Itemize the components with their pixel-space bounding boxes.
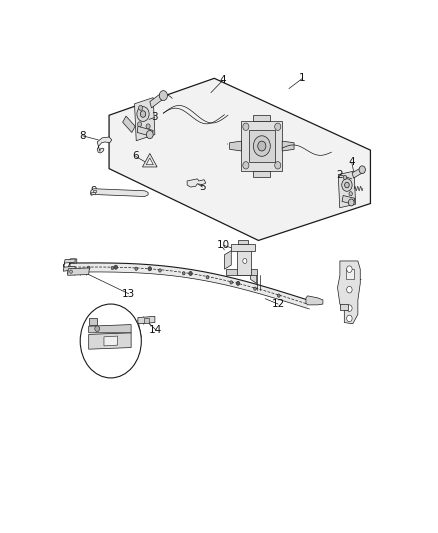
Polygon shape	[63, 259, 75, 271]
Circle shape	[146, 131, 153, 139]
Polygon shape	[352, 167, 364, 178]
Circle shape	[275, 161, 281, 169]
Polygon shape	[282, 141, 294, 151]
Text: 13: 13	[122, 289, 135, 299]
Polygon shape	[249, 130, 275, 163]
Circle shape	[114, 265, 117, 269]
Polygon shape	[97, 137, 112, 153]
Polygon shape	[241, 122, 282, 171]
Text: 12: 12	[272, 299, 285, 309]
Polygon shape	[251, 269, 257, 284]
Polygon shape	[134, 98, 155, 141]
Circle shape	[342, 179, 352, 191]
Polygon shape	[306, 296, 323, 305]
Polygon shape	[88, 325, 131, 333]
Text: 2: 2	[336, 170, 343, 180]
Polygon shape	[224, 251, 231, 269]
Polygon shape	[104, 336, 117, 346]
Polygon shape	[237, 247, 251, 276]
Circle shape	[87, 266, 90, 270]
Text: 8: 8	[79, 131, 86, 141]
Circle shape	[159, 91, 167, 101]
Polygon shape	[340, 304, 348, 310]
Circle shape	[137, 107, 149, 122]
Polygon shape	[67, 268, 89, 276]
Circle shape	[159, 269, 161, 272]
Circle shape	[345, 182, 349, 188]
Circle shape	[349, 192, 353, 196]
Circle shape	[359, 166, 365, 174]
Polygon shape	[230, 141, 241, 151]
Polygon shape	[91, 192, 95, 194]
Circle shape	[343, 175, 346, 180]
Circle shape	[348, 199, 354, 206]
Polygon shape	[90, 189, 148, 197]
Circle shape	[95, 326, 99, 332]
Polygon shape	[231, 244, 255, 251]
Text: 14: 14	[149, 325, 162, 335]
Polygon shape	[253, 171, 270, 177]
Text: 5: 5	[199, 182, 206, 192]
Polygon shape	[93, 190, 96, 192]
Polygon shape	[137, 126, 153, 136]
Circle shape	[140, 111, 146, 117]
Circle shape	[253, 136, 270, 156]
Circle shape	[277, 294, 280, 297]
Bar	[144, 318, 149, 322]
Text: 10: 10	[217, 240, 230, 251]
Circle shape	[148, 266, 152, 271]
Circle shape	[230, 281, 233, 284]
Circle shape	[138, 122, 141, 127]
Circle shape	[254, 287, 256, 290]
Circle shape	[237, 281, 240, 285]
Circle shape	[243, 259, 247, 263]
Text: 16: 16	[86, 334, 100, 344]
Polygon shape	[338, 261, 360, 324]
Text: 4: 4	[219, 75, 226, 85]
Circle shape	[70, 270, 72, 273]
Circle shape	[275, 123, 281, 131]
Circle shape	[243, 161, 249, 169]
Text: 6: 6	[132, 151, 139, 161]
Text: 4: 4	[349, 157, 355, 167]
Text: 1: 1	[299, 74, 306, 83]
Circle shape	[347, 305, 352, 311]
Circle shape	[146, 124, 150, 129]
Polygon shape	[346, 269, 354, 279]
Circle shape	[347, 266, 352, 272]
Polygon shape	[146, 158, 153, 165]
Polygon shape	[142, 154, 157, 167]
Circle shape	[111, 266, 114, 270]
Text: 3: 3	[152, 112, 158, 122]
Polygon shape	[150, 92, 165, 108]
Text: 9: 9	[91, 186, 97, 196]
Polygon shape	[338, 171, 356, 208]
Text: 11: 11	[350, 272, 363, 282]
Circle shape	[182, 272, 185, 275]
Polygon shape	[138, 317, 155, 324]
Polygon shape	[123, 116, 135, 133]
Polygon shape	[187, 179, 206, 187]
Polygon shape	[88, 333, 131, 349]
Circle shape	[258, 141, 266, 151]
Circle shape	[138, 106, 143, 110]
Polygon shape	[88, 318, 97, 325]
Polygon shape	[67, 259, 77, 274]
Circle shape	[189, 271, 192, 276]
Polygon shape	[253, 115, 270, 122]
Polygon shape	[226, 269, 257, 276]
Polygon shape	[109, 78, 371, 240]
Circle shape	[206, 276, 209, 279]
Circle shape	[80, 304, 141, 378]
Polygon shape	[342, 196, 355, 204]
Polygon shape	[238, 240, 248, 244]
Circle shape	[347, 315, 352, 322]
Circle shape	[347, 286, 352, 293]
Circle shape	[135, 267, 138, 270]
Circle shape	[243, 123, 249, 131]
